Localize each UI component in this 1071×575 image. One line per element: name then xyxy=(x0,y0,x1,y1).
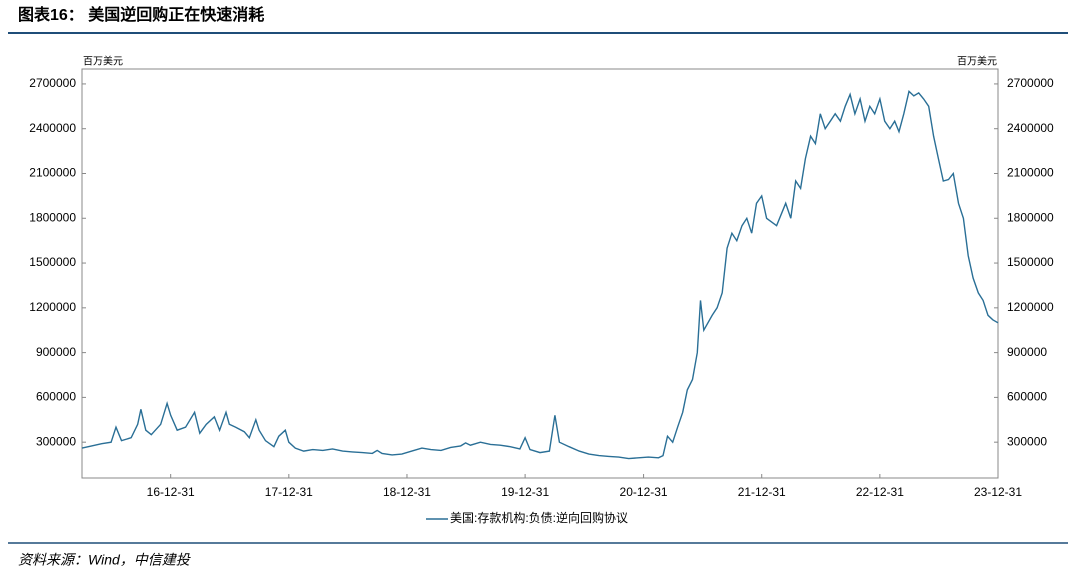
x-tick-label: 18-12-31 xyxy=(383,485,431,499)
y2-tick-label: 2400000 xyxy=(1007,121,1054,135)
y2-tick-label: 2700000 xyxy=(1007,76,1054,90)
y-tick-label: 2400000 xyxy=(29,121,76,135)
x-tick-label: 17-12-31 xyxy=(265,485,313,499)
source: 资料来源：Wind，中信建投 xyxy=(18,552,192,568)
x-tick-label: 16-12-31 xyxy=(147,485,195,499)
x-tick-label: 22-12-31 xyxy=(856,485,904,499)
x-tick-label: 20-12-31 xyxy=(620,485,668,499)
y-tick-label: 600000 xyxy=(36,390,76,404)
y-unit-label: 百万美元 xyxy=(83,55,123,68)
y2-unit-label: 百万美元 xyxy=(957,55,997,68)
x-tick-label: 23-12-31 xyxy=(974,485,1022,499)
y-tick-label: 1500000 xyxy=(29,255,76,269)
y2-tick-label: 2100000 xyxy=(1007,166,1054,180)
x-tick-label: 21-12-31 xyxy=(738,485,786,499)
y2-tick-label: 900000 xyxy=(1007,345,1047,359)
y2-tick-label: 1500000 xyxy=(1007,255,1054,269)
legend-label: 美国:存款机构:负债:逆向回购协议 xyxy=(450,510,628,525)
y-tick-label: 2700000 xyxy=(29,76,76,90)
y-tick-label: 900000 xyxy=(36,345,76,359)
x-tick-label: 19-12-31 xyxy=(501,485,549,499)
y-tick-label: 2100000 xyxy=(29,166,76,180)
y2-tick-label: 300000 xyxy=(1007,434,1047,448)
y2-tick-label: 1800000 xyxy=(1007,210,1054,224)
y-tick-label: 1800000 xyxy=(29,210,76,224)
y-tick-label: 300000 xyxy=(36,434,76,448)
y2-tick-label: 600000 xyxy=(1007,390,1047,404)
y-tick-label: 1200000 xyxy=(29,300,76,314)
chart-title: 图表16： 美国逆回购正在快速消耗 xyxy=(18,5,264,24)
series-line xyxy=(81,90,999,460)
y2-tick-label: 1200000 xyxy=(1007,300,1054,314)
plot-frame xyxy=(81,68,999,479)
